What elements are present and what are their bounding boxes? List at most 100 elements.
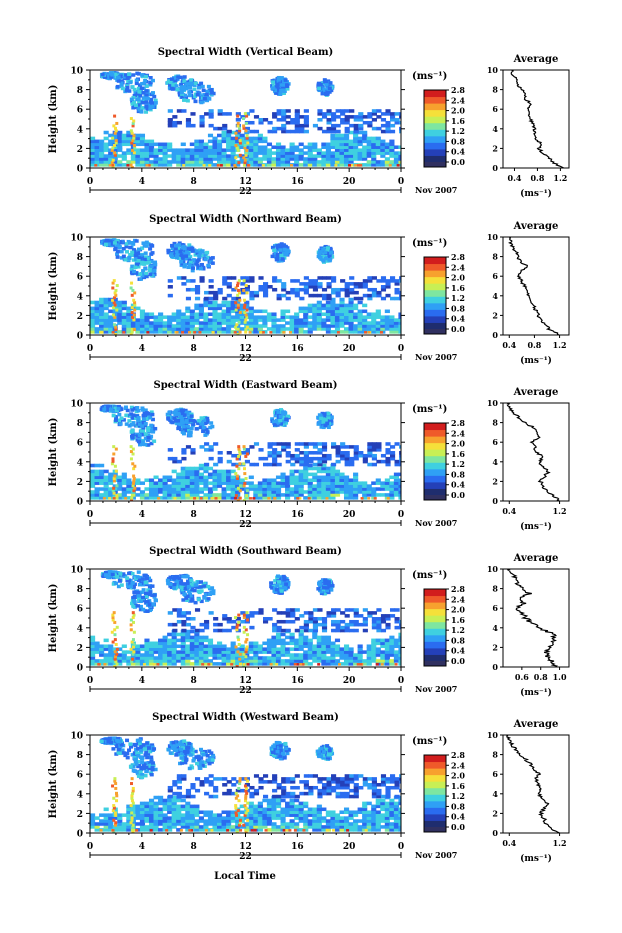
- colorbar-segment: [424, 589, 446, 596]
- profile-x-unit: (ms⁻¹): [520, 521, 552, 532]
- x-tick-label: 16: [291, 177, 304, 187]
- y-tick-label: 2: [77, 478, 83, 488]
- y-tick-label: 6: [77, 771, 83, 781]
- y-axis-label: Height (km): [48, 584, 59, 653]
- colorbar-tick-label: 0.0: [451, 157, 465, 167]
- colorbar-segment: [424, 270, 446, 277]
- colorbar-unit: (ms⁻¹): [412, 570, 447, 581]
- colorbar-tick-label: 0.4: [451, 480, 465, 490]
- colorbar-tick-label: 2.0: [451, 273, 465, 283]
- day-label: 22: [239, 852, 252, 862]
- colorbar-segment: [424, 788, 446, 795]
- profile-y-tick-label: 8: [492, 85, 498, 95]
- profile-y-tick-label: 2: [492, 642, 498, 652]
- colorbar-segment: [424, 436, 446, 443]
- profile-title: Average: [513, 221, 559, 232]
- x-tick-label: 8: [191, 177, 197, 187]
- profile-y-tick-label: 6: [492, 437, 498, 447]
- y-tick-label: 0: [77, 498, 83, 508]
- colorbar-segment: [424, 654, 446, 661]
- x-tick-label: 4: [139, 510, 145, 520]
- colorbar-segment: [424, 423, 446, 430]
- colorbar-segment: [424, 316, 446, 323]
- colorbar-tick-label: 2.0: [451, 106, 465, 116]
- colorbar-unit: (ms⁻¹): [412, 71, 447, 82]
- colorbar-segment: [424, 622, 446, 629]
- y-tick-label: 6: [77, 605, 83, 615]
- y-tick-label: 8: [77, 585, 83, 595]
- profile-y-tick-label: 0: [492, 828, 498, 838]
- y-tick-label: 10: [70, 67, 83, 77]
- colorbar-tick-label: 0.0: [451, 656, 465, 666]
- profile-frame: [503, 237, 569, 335]
- colorbar-segment: [424, 462, 446, 469]
- colorbar-tick-label: 1.2: [451, 293, 465, 303]
- colorbar-under: [424, 661, 446, 666]
- colorbar-tick-label: 2.0: [451, 771, 465, 781]
- colorbar-segment: [424, 277, 446, 284]
- colorbar-tick-label: 1.6: [451, 116, 465, 126]
- profile-y-tick-label: 0: [492, 163, 498, 173]
- heatmap-cells: [90, 404, 404, 502]
- month-label: Nov 2007: [415, 518, 457, 528]
- y-tick-label: 4: [77, 624, 83, 634]
- y-axis-label: Height (km): [48, 750, 59, 819]
- heatmap-cells: [90, 736, 404, 834]
- x-tick-label: 8: [191, 344, 197, 354]
- x-tick-label: 4: [139, 344, 145, 354]
- profile-frame: [503, 735, 569, 833]
- panel-title: Spectral Width (Eastward Beam): [153, 380, 337, 391]
- colorbar-tick-label: 0.8: [451, 469, 465, 479]
- profile-y-tick-label: 8: [492, 418, 498, 428]
- colorbar-unit: (ms⁻¹): [412, 736, 447, 747]
- profile-title: Average: [513, 387, 559, 398]
- y-axis-label: Height (km): [48, 252, 59, 321]
- colorbar-segment: [424, 469, 446, 476]
- profile-frame: [503, 70, 569, 168]
- profile-line: [509, 237, 558, 335]
- colorbar-segment: [424, 97, 446, 104]
- profile-y-tick-label: 4: [492, 789, 498, 799]
- profile-x-tick-label: 0.8: [527, 340, 541, 350]
- profile-y-tick-label: 10: [487, 398, 499, 408]
- panel-4: Spectral Width (Westward Beam)0246810Hei…: [48, 712, 569, 864]
- colorbar-segment: [424, 609, 446, 616]
- x-tick-label: 20: [343, 177, 356, 187]
- profile-line: [507, 403, 560, 501]
- x-tick-label: 12: [239, 510, 252, 520]
- y-tick-label: 8: [77, 751, 83, 761]
- profile-y-tick-label: 6: [492, 769, 498, 779]
- day-label: 22: [239, 520, 252, 530]
- colorbar-segment: [424, 136, 446, 143]
- colorbar-segment: [424, 149, 446, 156]
- month-label: Nov 2007: [415, 352, 457, 362]
- heatmap-cells: [90, 570, 404, 668]
- x-tick-label: 4: [139, 676, 145, 686]
- colorbar-tick-label: 2.8: [451, 85, 465, 95]
- profile-x-tick-label: 0.8: [534, 672, 548, 682]
- colorbar-under: [424, 329, 446, 334]
- y-tick-label: 8: [77, 419, 83, 429]
- colorbar-tick-label: 0.0: [451, 822, 465, 832]
- x-tick-label: 12: [239, 177, 252, 187]
- colorbar-segment: [424, 807, 446, 814]
- colorbar-segment: [424, 290, 446, 297]
- y-tick-label: 0: [77, 664, 83, 674]
- y-tick-label: 0: [77, 165, 83, 175]
- y-tick-label: 2: [77, 312, 83, 322]
- colorbar-segment: [424, 801, 446, 808]
- colorbar-tick-label: 2.0: [451, 439, 465, 449]
- colorbar-segment: [424, 596, 446, 603]
- y-tick-label: 10: [70, 732, 83, 742]
- colorbar-tick-label: 2.4: [451, 262, 465, 272]
- colorbar-segment: [424, 775, 446, 782]
- colorbar-segment: [424, 296, 446, 303]
- profile-y-tick-label: 8: [492, 584, 498, 594]
- colorbar-tick-label: 0.8: [451, 801, 465, 811]
- panel-3: Spectral Width (Southward Beam)0246810He…: [48, 546, 569, 698]
- y-tick-label: 6: [77, 106, 83, 116]
- profile-y-tick-label: 6: [492, 271, 498, 281]
- colorbar-segment: [424, 488, 446, 495]
- profile-line: [508, 569, 556, 667]
- colorbar-segment: [424, 820, 446, 827]
